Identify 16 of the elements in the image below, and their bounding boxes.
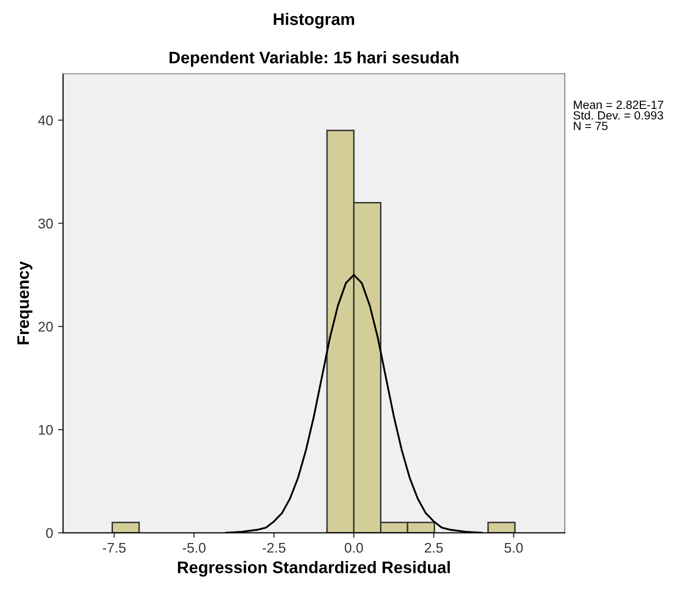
x-tick-label: -5.0 — [182, 542, 206, 553]
y-tick-label: 40 — [38, 116, 53, 126]
y-tick-label: 10 — [38, 424, 53, 435]
y-tick-label: 30 — [38, 218, 53, 228]
chart-title: Histogram — [274, 12, 354, 28]
x-tick-label: 0.0 — [344, 542, 363, 553]
x-tick-label: 5.0 — [504, 542, 523, 553]
chart-subtitle: Dependent Variable: 15 hari sesudah — [170, 51, 458, 67]
x-tick-label: -2.5 — [262, 542, 286, 553]
y-tick-label: 0 — [46, 528, 53, 538]
x-axis-title: Regression Standardized Residual — [178, 560, 450, 577]
y-tick-label: 20 — [38, 322, 53, 332]
text: Mean = 2.82E-17 Std. Dev. = 0.993 N = 75 — [573, 100, 664, 130]
x-tick-label: 2.5 — [424, 542, 443, 553]
x-tick-label: -7.5 — [102, 543, 126, 553]
y-axis-title: Frequency — [17, 261, 32, 344]
